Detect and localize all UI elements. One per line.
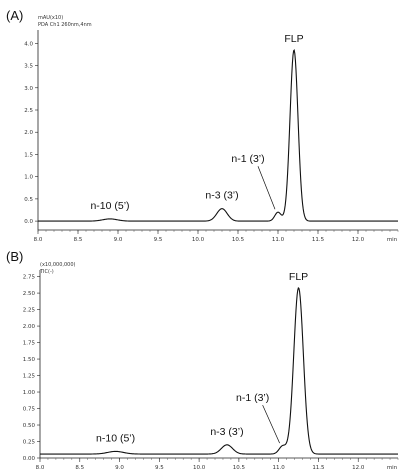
y-tick-label: 1.0 [24, 175, 33, 181]
x-tick-label: min [387, 465, 398, 471]
y-tick-label: 1.5 [24, 152, 33, 158]
peak-label: n-1 (3’) [231, 153, 264, 165]
y-unit-label: (x10,000,000) [40, 262, 76, 268]
x-tick-label: 12.0 [352, 237, 365, 243]
chart-panel-1 [35, 30, 399, 234]
y-tick-label: 0.00 [23, 456, 36, 462]
x-tick-label: min [387, 237, 398, 243]
y-tick-label: 1.25 [23, 374, 36, 380]
panel-label: (B) [6, 249, 23, 264]
peak-leader-line [257, 166, 276, 210]
x-tick-label: 12.0 [352, 465, 365, 471]
y-tick-label: 0.75 [23, 407, 36, 413]
x-tick-label: 10.0 [192, 237, 205, 243]
x-tick-label: 10.0 [193, 465, 206, 471]
y-tick-label: 2.25 [23, 308, 36, 314]
y-tick-label: 2.50 [23, 291, 36, 297]
peak-label: FLP [284, 33, 303, 45]
y-tick-label: 2.5 [24, 108, 33, 114]
y-tick-label: 0.50 [23, 423, 36, 429]
x-tick-label: 11.5 [312, 237, 325, 243]
y-tick-label: 1.75 [23, 341, 36, 347]
x-tick-label: 8.0 [34, 237, 43, 243]
x-tick-label: 11.5 [312, 465, 325, 471]
y-tick-label: 2.75 [23, 275, 36, 281]
chromatogram-trace [40, 287, 398, 455]
x-tick-label: 9.5 [154, 237, 163, 243]
x-tick-label: 11.0 [273, 465, 286, 471]
y-tick-label: 2.00 [23, 324, 36, 330]
panel-label: (A) [6, 8, 23, 23]
x-tick-label: 8.0 [36, 465, 45, 471]
y-tick-label: 1.00 [23, 390, 36, 396]
detector-label: PDA Ch1 260nm,4nm [38, 22, 92, 28]
x-tick-label: 9.5 [155, 465, 164, 471]
y-tick-label: 1.50 [23, 357, 36, 363]
y-tick-label: 0.0 [24, 219, 33, 225]
x-tick-label: 8.5 [75, 465, 84, 471]
x-tick-label: 9.0 [114, 237, 123, 243]
peak-label: n-3 (3’) [205, 190, 238, 202]
y-tick-label: 3.0 [24, 86, 33, 92]
y-tick-label: 4.0 [24, 41, 33, 47]
y-tick-label: 2.0 [24, 130, 33, 136]
peak-label: n-1 (3’) [236, 392, 269, 404]
detector-label: TIC(-) [39, 269, 54, 275]
x-tick-label: 10.5 [233, 465, 246, 471]
y-tick-label: 3.5 [24, 64, 33, 70]
x-tick-label: 9.0 [115, 465, 124, 471]
x-tick-label: 10.5 [232, 237, 245, 243]
peak-leader-line [262, 404, 280, 444]
x-tick-label: 8.5 [74, 237, 83, 243]
chromatogram-trace [38, 49, 398, 222]
y-tick-label: 0.25 [23, 440, 36, 446]
peak-label: n-10 (5’) [90, 200, 129, 212]
y-unit-label: mAU(x10) [38, 15, 63, 21]
chart-panel-2 [37, 270, 399, 462]
peak-label: n-10 (5’) [96, 432, 135, 444]
peak-label: n-3 (3’) [210, 426, 243, 438]
peak-label: FLP [289, 271, 308, 283]
y-tick-label: 0.5 [24, 197, 33, 203]
x-tick-label: 11.0 [272, 237, 285, 243]
